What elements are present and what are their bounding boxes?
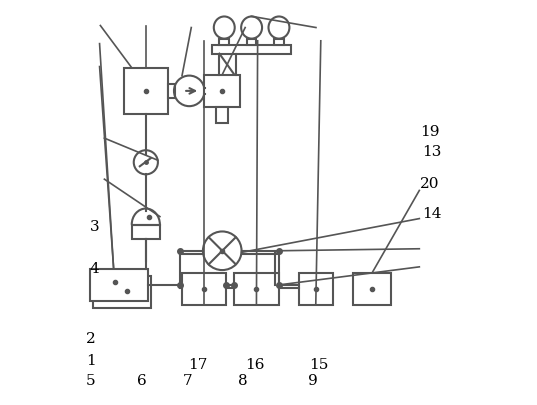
Text: 8: 8 (237, 375, 247, 388)
Bar (299, 273, 333, 305)
Bar (124, 68, 168, 114)
Bar (216, 107, 228, 123)
Text: 13: 13 (422, 145, 441, 159)
Bar (234, 273, 279, 305)
Text: 15: 15 (309, 358, 329, 373)
Text: 4: 4 (90, 262, 100, 276)
Text: 7: 7 (183, 375, 193, 388)
Text: 1: 1 (86, 354, 96, 369)
Bar (220, 39, 229, 45)
Ellipse shape (268, 17, 289, 38)
Ellipse shape (214, 17, 235, 38)
Text: 6: 6 (137, 375, 147, 388)
Ellipse shape (241, 17, 262, 38)
Bar (168, 84, 175, 98)
Bar (182, 273, 226, 305)
Text: 16: 16 (245, 358, 264, 373)
Bar (93, 276, 151, 308)
Bar (90, 269, 148, 301)
Text: 5: 5 (86, 375, 96, 388)
Text: 17: 17 (188, 358, 208, 373)
Bar (212, 45, 291, 54)
Bar (353, 273, 391, 305)
Bar (247, 39, 257, 45)
Text: 20: 20 (419, 177, 439, 192)
Text: 3: 3 (90, 220, 99, 234)
Bar (132, 225, 160, 239)
Bar (204, 75, 241, 107)
Text: 14: 14 (422, 207, 441, 221)
Text: 2: 2 (86, 332, 96, 346)
Text: 9: 9 (308, 375, 317, 388)
Bar (274, 39, 284, 45)
Text: 19: 19 (419, 125, 439, 139)
